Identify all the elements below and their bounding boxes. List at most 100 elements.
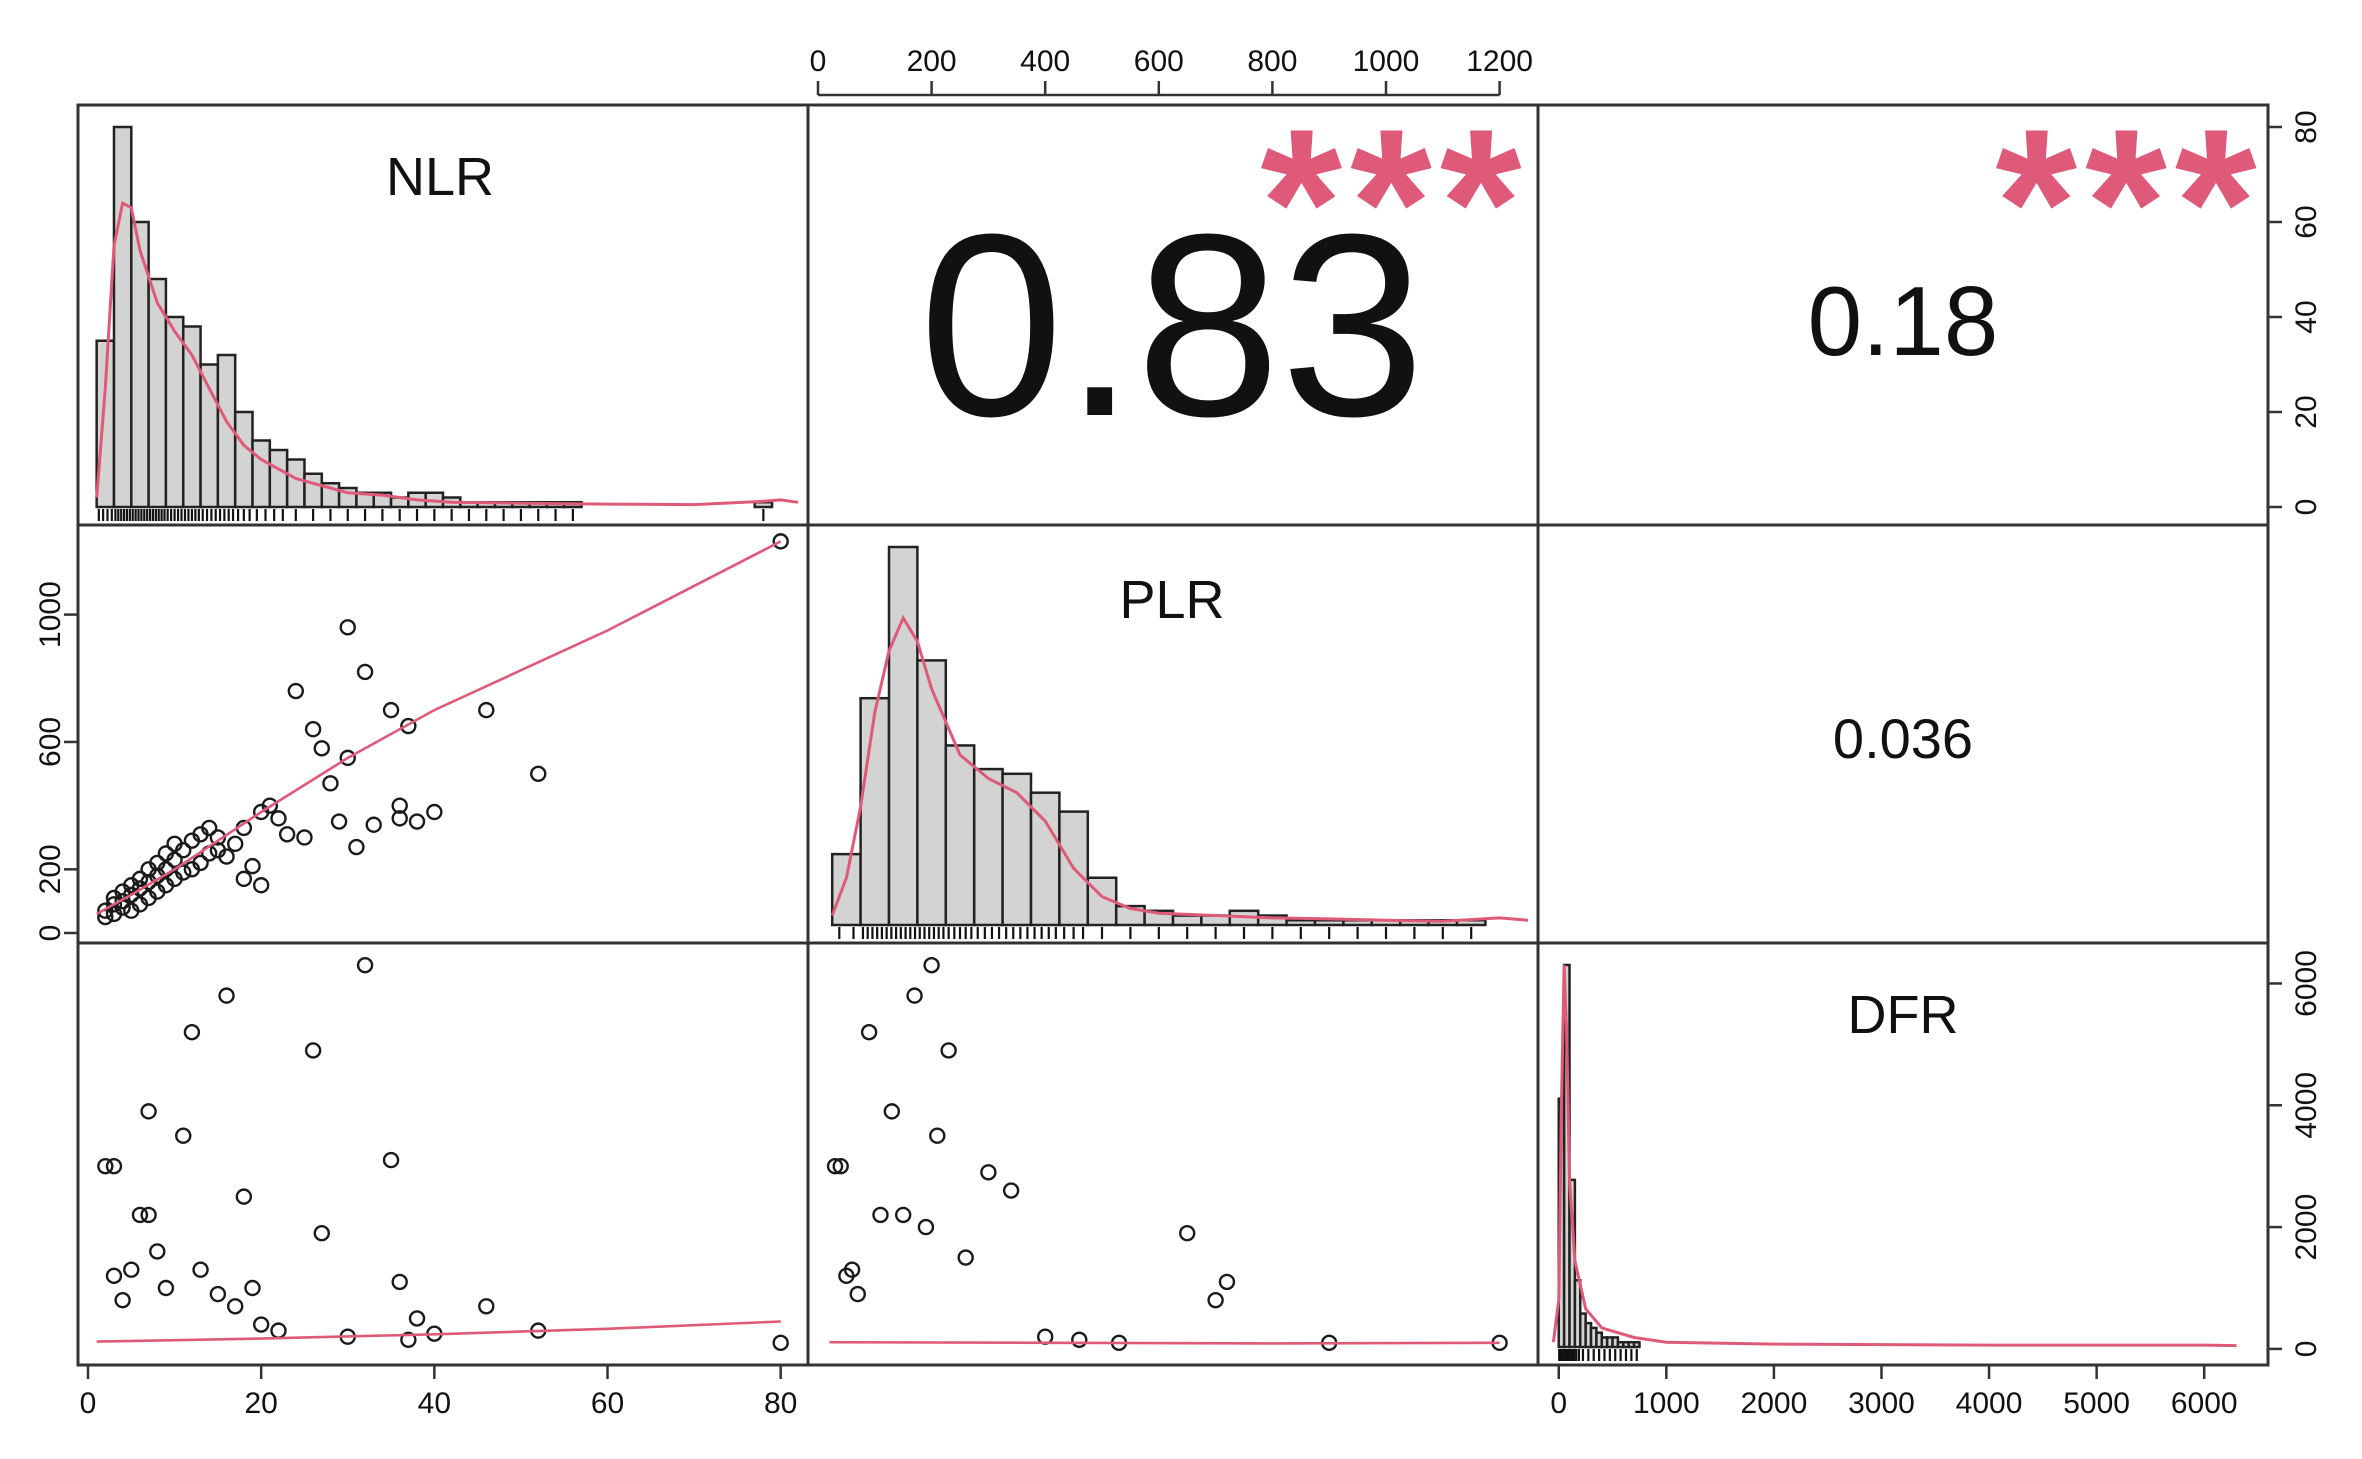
scatter-point bbox=[278, 826, 296, 843]
scatter-point bbox=[149, 1243, 166, 1260]
tick-label: 40 bbox=[2290, 300, 2323, 333]
histogram-bar bbox=[916, 659, 948, 927]
scatter-point bbox=[895, 1206, 912, 1224]
scatter-point bbox=[252, 877, 270, 894]
scatter-point bbox=[123, 1261, 140, 1278]
histogram-bar bbox=[1285, 919, 1317, 927]
scatter-point bbox=[426, 803, 443, 821]
scatter-point bbox=[140, 1206, 157, 1224]
scatter-point bbox=[175, 864, 192, 881]
tick-label: 40 bbox=[418, 1387, 451, 1420]
scatter-point bbox=[356, 663, 374, 681]
histogram-plr bbox=[830, 545, 1529, 939]
scatter-point bbox=[201, 819, 218, 837]
tick-label: 0 bbox=[2290, 1341, 2323, 1358]
fit-line-plr_dfr bbox=[829, 1340, 1500, 1345]
scatter-point bbox=[140, 1103, 157, 1120]
histogram-bar bbox=[830, 852, 862, 927]
scatter-point bbox=[832, 1157, 849, 1175]
scatter-point bbox=[872, 1206, 889, 1224]
correlation-value: 0.036 bbox=[1833, 707, 1973, 770]
tick-label: 6000 bbox=[2290, 950, 2323, 1017]
tick-label: 200 bbox=[907, 45, 957, 78]
histogram-bar bbox=[303, 472, 324, 509]
tick-label: 0 bbox=[810, 45, 827, 78]
variable-label-nlr: NLR bbox=[386, 147, 494, 207]
scatter-point bbox=[1218, 1273, 1236, 1291]
tick-label: 5000 bbox=[2063, 1387, 2130, 1420]
scatter-point bbox=[252, 1316, 270, 1333]
tick-label: 200 bbox=[34, 844, 67, 894]
significance-stars: *** bbox=[1995, 85, 2264, 320]
scatter-point bbox=[906, 987, 923, 1004]
scatter-point bbox=[400, 717, 417, 735]
tick-label: 1200 bbox=[1466, 45, 1533, 78]
scatter-point bbox=[408, 813, 426, 830]
scatter-point bbox=[843, 1261, 861, 1278]
scatter-point bbox=[772, 1334, 789, 1352]
scatter-point bbox=[166, 851, 183, 868]
scatter-point bbox=[192, 854, 209, 872]
scatter-point bbox=[391, 1273, 408, 1291]
correlation-value: 0.18 bbox=[1808, 266, 1999, 376]
histogram-bar bbox=[972, 767, 1004, 927]
x-axis-nlr: 0 20 40 60 80 bbox=[80, 1363, 797, 1420]
histogram-bar bbox=[859, 696, 891, 927]
scatter-point bbox=[929, 1127, 946, 1144]
tick-label: 60 bbox=[2290, 205, 2323, 238]
scatter-point bbox=[408, 1310, 426, 1327]
tick-label: 80 bbox=[2290, 110, 2323, 143]
y-axis-dfr-right: 0 2000 4000 6000 bbox=[2266, 950, 2323, 1358]
scatter-point bbox=[313, 1224, 330, 1242]
scatter-point bbox=[322, 775, 339, 792]
scatter-point bbox=[235, 870, 253, 888]
scatter-point bbox=[849, 1285, 866, 1303]
histogram-bar bbox=[285, 458, 306, 509]
scatter-point bbox=[530, 765, 547, 782]
scatter-point bbox=[826, 1157, 844, 1175]
tick-label: 20 bbox=[2290, 395, 2323, 428]
variable-label-dfr: DFR bbox=[1848, 985, 1959, 1045]
density-curve-nlr bbox=[95, 200, 799, 507]
tick-label: 1000 bbox=[34, 581, 67, 648]
scatter-point bbox=[270, 810, 287, 827]
histogram-bar bbox=[268, 448, 289, 509]
scatter-point bbox=[105, 896, 123, 913]
scatter-point bbox=[261, 797, 279, 814]
tick-label: 800 bbox=[1247, 45, 1297, 78]
scatter-point bbox=[923, 956, 940, 974]
scatter-point bbox=[339, 619, 356, 636]
scatter-point bbox=[1002, 1182, 1020, 1199]
scatter-point bbox=[105, 1267, 123, 1285]
histogram-bar bbox=[1171, 914, 1203, 927]
histogram-bar bbox=[887, 545, 919, 927]
histogram-bar bbox=[112, 125, 133, 509]
scatter-point bbox=[382, 701, 400, 719]
tick-label: 2000 bbox=[1741, 1387, 1808, 1420]
tick-label: 3000 bbox=[1848, 1387, 1915, 1420]
scatter-point bbox=[313, 740, 330, 757]
scatter-point bbox=[860, 1023, 878, 1041]
scatter-point bbox=[175, 842, 192, 859]
scatter-point bbox=[883, 1103, 901, 1120]
scatter-point bbox=[192, 1261, 209, 1278]
scatter-point bbox=[304, 721, 322, 738]
scatter-point bbox=[114, 1291, 131, 1309]
tick-label: 1000 bbox=[1353, 45, 1420, 78]
scatter-point bbox=[304, 1042, 322, 1059]
histogram-bar bbox=[1058, 810, 1090, 927]
y-axis-plr-left: 0 200 600 1000 bbox=[34, 581, 80, 941]
histogram-nlr bbox=[95, 125, 799, 521]
histogram-bar bbox=[233, 410, 254, 509]
histogram-bar bbox=[1632, 1340, 1641, 1349]
scatter-point bbox=[1207, 1291, 1224, 1309]
scatter-point bbox=[1178, 1224, 1196, 1242]
tick-label: 600 bbox=[34, 717, 67, 767]
scatter-point bbox=[105, 1157, 123, 1175]
histogram-bar bbox=[1313, 919, 1345, 927]
scatter-point bbox=[1071, 1331, 1088, 1348]
